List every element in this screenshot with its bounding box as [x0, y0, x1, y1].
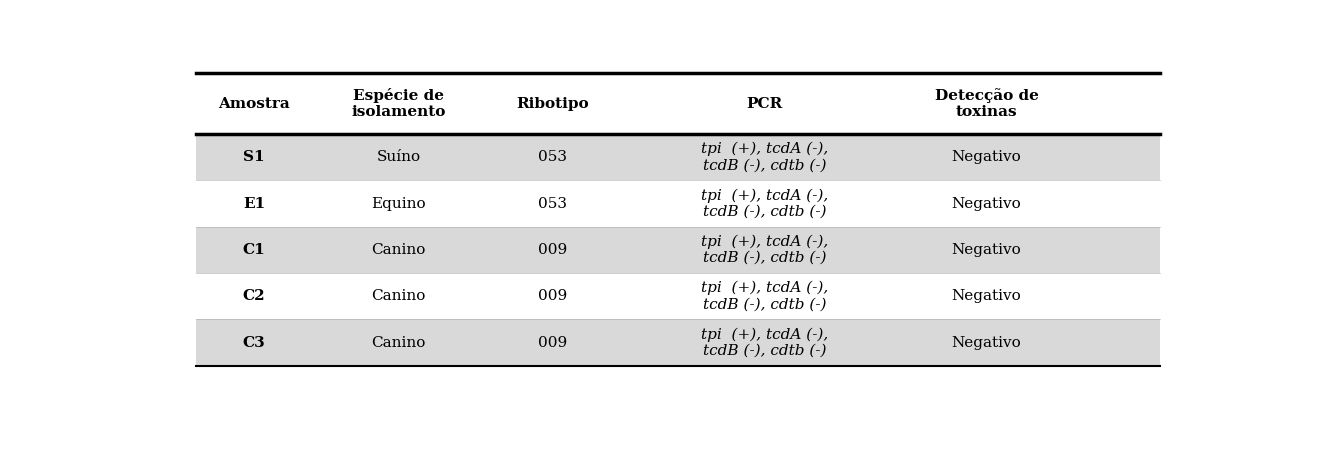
Text: Canino: Canino — [372, 243, 426, 257]
Text: Equino: Equino — [372, 196, 426, 211]
Text: tpi  (+), tcdA (-),
tcdB (-), cdtb (-): tpi (+), tcdA (-), tcdB (-), cdtb (-) — [701, 281, 828, 312]
Text: Negativo: Negativo — [951, 243, 1021, 257]
Text: Negativo: Negativo — [951, 150, 1021, 164]
Text: PCR: PCR — [746, 97, 783, 111]
Bar — [196, 319, 1160, 366]
Text: Canino: Canino — [372, 289, 426, 303]
Text: 009: 009 — [538, 243, 568, 257]
Text: C1: C1 — [242, 243, 266, 257]
Text: C3: C3 — [242, 336, 266, 350]
Text: Detecção de
toxinas: Detecção de toxinas — [934, 88, 1039, 119]
Text: Amostra: Amostra — [218, 97, 290, 111]
Text: Espécie de
isolamento: Espécie de isolamento — [352, 88, 446, 119]
Text: Negativo: Negativo — [951, 289, 1021, 303]
Text: Canino: Canino — [372, 336, 426, 350]
Text: 053: 053 — [538, 150, 568, 164]
Text: tpi  (+), tcdA (-),
tcdB (-), cdtb (-): tpi (+), tcdA (-), tcdB (-), cdtb (-) — [701, 327, 828, 358]
Text: S1: S1 — [243, 150, 265, 164]
Text: Negativo: Negativo — [951, 196, 1021, 211]
Text: 009: 009 — [538, 289, 568, 303]
Text: Suíno: Suíno — [377, 150, 421, 164]
Text: 053: 053 — [538, 196, 568, 211]
Text: 009: 009 — [538, 336, 568, 350]
Text: tpi  (+), tcdA (-),
tcdB (-), cdtb (-): tpi (+), tcdA (-), tcdB (-), cdtb (-) — [701, 188, 828, 219]
Bar — [196, 134, 1160, 181]
Text: Negativo: Negativo — [951, 336, 1021, 350]
Text: tpi  (+), tcdA (-),
tcdB (-), cdtb (-): tpi (+), tcdA (-), tcdB (-), cdtb (-) — [701, 142, 828, 172]
Text: tpi  (+), tcdA (-),
tcdB (-), cdtb (-): tpi (+), tcdA (-), tcdB (-), cdtb (-) — [701, 235, 828, 265]
Text: C2: C2 — [242, 289, 266, 303]
Text: E1: E1 — [243, 196, 265, 211]
Bar — [196, 227, 1160, 273]
Text: Ribotipo: Ribotipo — [516, 97, 589, 111]
